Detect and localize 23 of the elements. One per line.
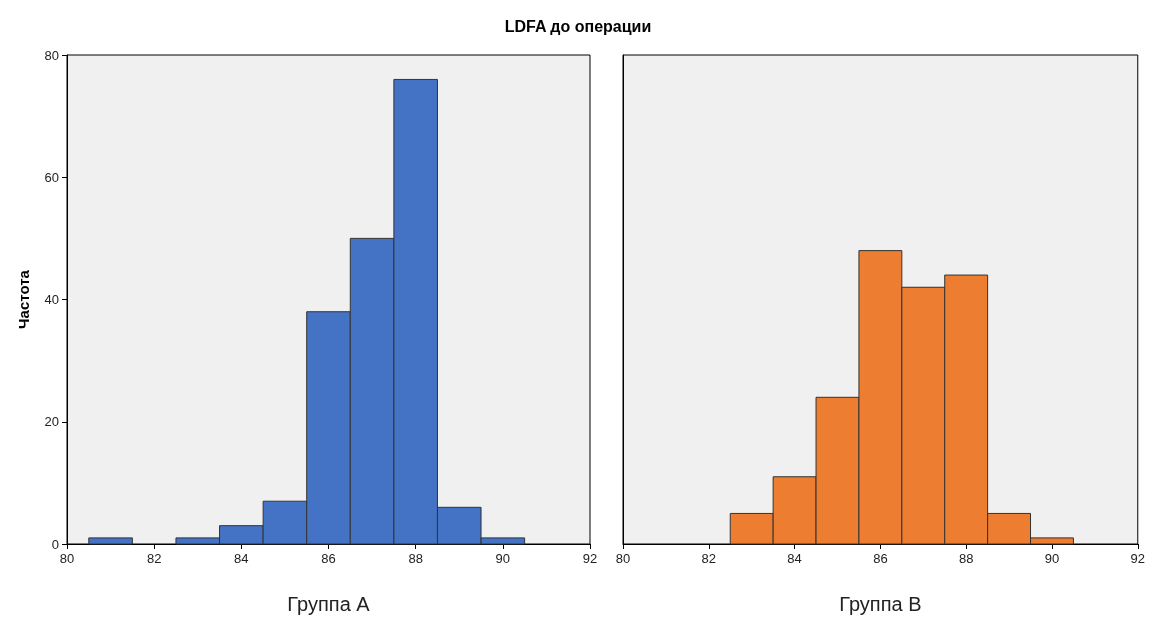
x-tick-label: 84 bbox=[234, 551, 249, 566]
x-tick-label: 88 bbox=[958, 551, 974, 566]
chart-title: LDFA до операции bbox=[503, 17, 653, 37]
x-tick-label: 84 bbox=[787, 551, 802, 566]
x-axis-title: Группа В bbox=[839, 593, 922, 615]
x-tick-label: 90 bbox=[1044, 551, 1060, 566]
y-tick-label: 80 bbox=[44, 47, 59, 63]
x-tick-label: 80 bbox=[615, 551, 631, 566]
x-tick-label: 82 bbox=[701, 551, 717, 566]
x-tick-label: 82 bbox=[146, 551, 162, 566]
x-tick-label: 90 bbox=[495, 551, 511, 566]
x-tick-label: 86 bbox=[321, 551, 336, 566]
x-axis-title: Группа А bbox=[287, 593, 371, 615]
x-tick-label: 92 bbox=[1130, 551, 1145, 566]
x-tick-label: 88 bbox=[408, 551, 423, 566]
y-tick-label: 60 bbox=[44, 169, 59, 185]
y-tick-label: 0 bbox=[51, 536, 59, 552]
y-axis-title: Частота bbox=[15, 269, 32, 329]
x-tick-label: 86 bbox=[873, 551, 888, 566]
x-tick-label: 92 bbox=[582, 551, 598, 566]
x-tick-label: 80 bbox=[59, 551, 75, 566]
y-tick-label: 40 bbox=[44, 292, 59, 307]
y-tick-label: 20 bbox=[44, 414, 59, 430]
